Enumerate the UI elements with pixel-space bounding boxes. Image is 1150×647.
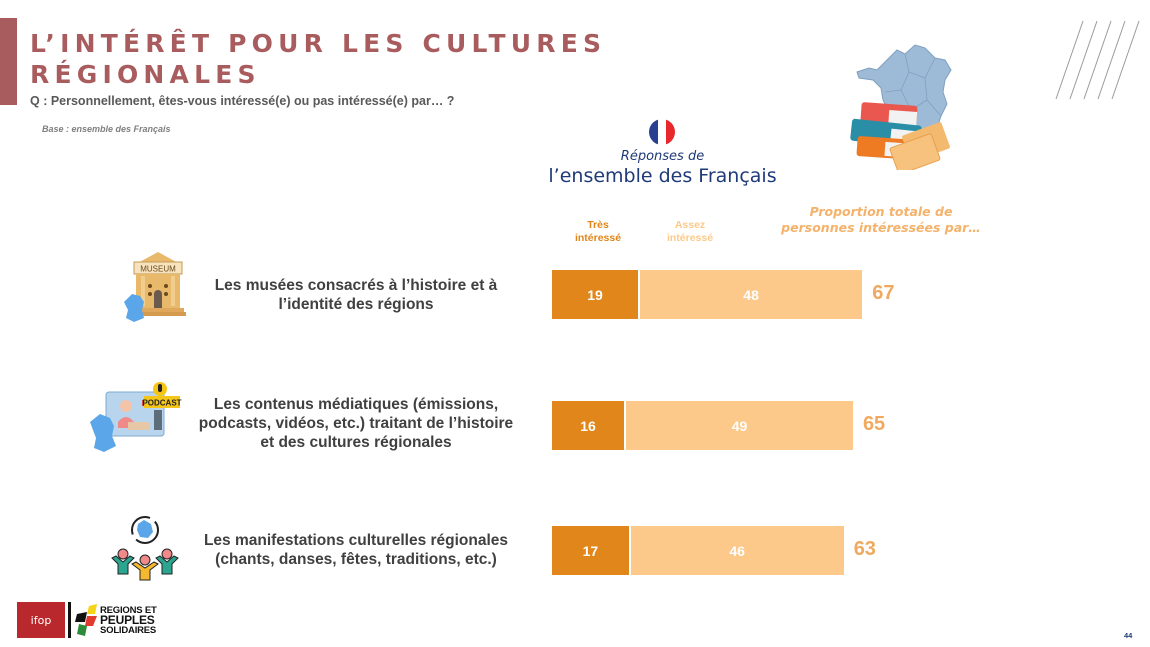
svg-text:PODCAST: PODCAST [142,399,181,408]
survey-question: Q : Personnellement, êtes-vous intéressé… [30,94,455,108]
total-value-row-2: 65 [862,413,886,435]
france-flag-icon [649,119,675,145]
legend-tres-line-1: Très [587,219,609,231]
bar-value-label: 46 [729,542,745,559]
page-title-line-1: L’INTÉRÊT POUR LES CULTURES [30,29,607,58]
partner-logo-line: PEUPLES [100,613,155,627]
survey-base: Base : ensemble des Français [42,124,171,134]
decorative-diagonal-lines-icon [1055,20,1140,100]
legend-tres-line-2: intéressé [574,232,622,244]
legend-assez-line-2: intéressé [666,232,714,244]
partner-logo-line: REGIONS ET [100,605,157,616]
row-label-manifestations: Les manifestations culturelles régionale… [180,531,532,569]
podcast-icon: PODCAST [90,382,182,452]
respondents-label-small: Réponses de [620,149,705,164]
total-value-row-1: 67 [872,282,895,304]
museum-icon: MUSEUM [124,252,186,322]
row-label-line: Les musées consacrés à l’histoire et à [214,277,498,294]
row-label-line: Les manifestations culturelles régionale… [203,532,509,549]
ifop-logo: ifop [17,602,65,638]
logo-separator [68,602,71,638]
legend-assez-interesse: Assez intéressé [654,219,726,245]
page-title: L’INTÉRÊT POUR LES CULTURES RÉGIONALES [30,28,606,90]
row-label-contenus-mediatiques: Les contenus médiatiques (émissions, pod… [180,395,532,452]
legend-assez-line-1: Assez [674,219,706,231]
row-label-line: l’identité des régions [278,296,434,313]
legend-tres-interesse: Très intéressé [562,219,634,245]
page-number: 44 [1124,631,1133,640]
bar-value-label: 49 [731,417,748,434]
regions-peuples-solidaires-logo: REGIONS ET PEUPLES SOLIDAIRES [100,605,157,636]
row-label-line: et des cultures régionales [260,434,452,451]
row-label-line: podcasts, vidéos, etc.) traitant de l’hi… [198,415,514,432]
row-label-line: (chants, danses, fêtes, traditions, etc.… [215,551,497,568]
bar-segment-assez-row-1: 48 [639,270,863,319]
total-value-row-3: 63 [853,538,876,560]
partner-logo-line: SOLIDAIRES [100,625,157,636]
row-label-musees: Les musées consacrés à l’histoire et à l… [180,276,532,314]
bar-value-label: 16 [580,417,596,434]
respondents-label-big: l’ensemble des Français [548,165,777,187]
bar-value-label: 17 [582,542,599,559]
page-title-line-2: RÉGIONALES [30,60,261,89]
bar-segment-assez-row-2: 49 [626,401,853,450]
legend-total-line-2: personnes intéressées par… [781,220,981,235]
bar-segment-tres-row-1: 19 [552,270,638,319]
bar-value-label: 19 [587,286,603,303]
legend-total-proportion: Proportion totale de personnes intéressé… [772,204,990,236]
legend-total-line-1: Proportion totale de [809,204,953,219]
bar-segment-assez-row-3: 46 [630,526,844,575]
bar-segment-tres-row-2: 16 [552,401,625,450]
regions-peuples-solidaires-logo-icon [75,604,97,636]
bar-value-label: 48 [743,286,759,303]
festival-people-icon [111,516,179,581]
bar-segment-tres-row-3: 17 [552,526,629,575]
title-accent-bar [0,18,17,105]
france-books-illustration-icon [850,44,952,170]
row-label-line: Les contenus médiatiques (émissions, [213,396,499,413]
svg-text:MUSEUM: MUSEUM [140,265,176,274]
